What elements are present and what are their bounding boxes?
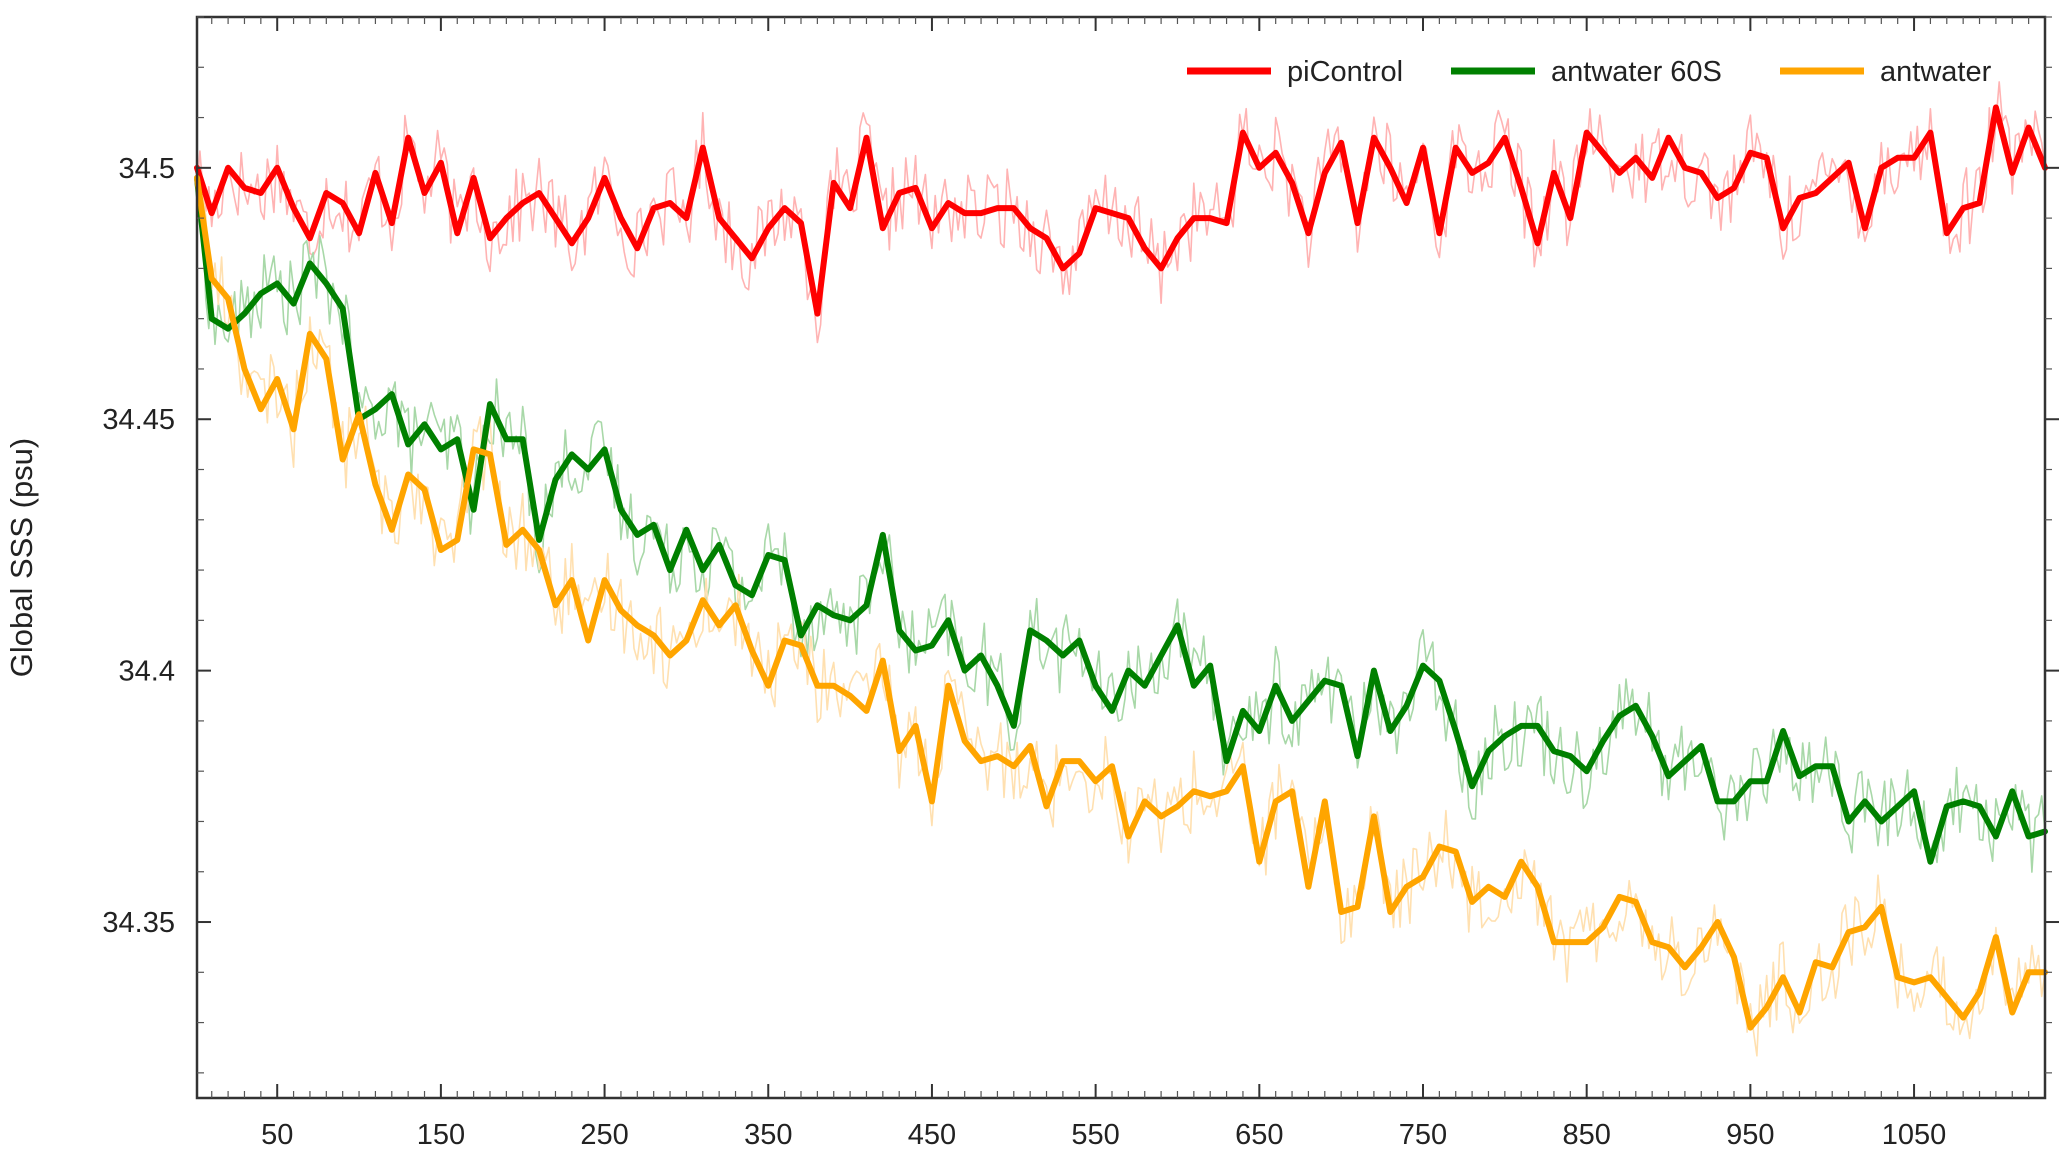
series-faint-antwater-60s [196, 166, 2046, 873]
plot-frame [195, 15, 2047, 1100]
y-tick-label: 34.5 [119, 153, 175, 185]
x-tick-label: 450 [908, 1119, 956, 1151]
legend-label-antwater-60s: antwater 60S [1551, 56, 1722, 88]
x-tick-label: 550 [1071, 1119, 1119, 1151]
legend-label-picontrol: piControl [1287, 56, 1403, 88]
x-tick-label: 50 [261, 1119, 293, 1151]
x-tick-label: 750 [1399, 1119, 1447, 1151]
y-axis-label: Global SSS (psu) [4, 438, 39, 678]
series-layer [194, 104, 2048, 1031]
y-tick-label: 34.4 [119, 656, 175, 688]
y-tick-label: 34.35 [102, 907, 175, 939]
legend: piControl antwater 60S antwater [1187, 56, 1992, 88]
series-line-picontrol [194, 104, 2048, 317]
series-line-antwater-60s [194, 174, 2048, 865]
x-tick-label: 650 [1235, 1119, 1283, 1151]
series-faint-antwater [196, 192, 2046, 1057]
faint-series-layer [196, 81, 2046, 1057]
ticks-layer: 50 150 250 350 450 550 650 750 850 950 1050 34.35 34… [102, 16, 2059, 1151]
series-faint-picontrol [196, 81, 2046, 344]
x-tick-label: 1050 [1882, 1119, 1947, 1151]
x-tick-label: 150 [417, 1119, 465, 1151]
x-tick-label: 850 [1562, 1119, 1610, 1151]
legend-label-antwater: antwater [1880, 56, 1992, 88]
x-tick-label: 250 [580, 1119, 628, 1151]
x-tick-label: 350 [744, 1119, 792, 1151]
y-tick-label: 34.45 [102, 404, 175, 436]
x-tick-label: 950 [1726, 1119, 1774, 1151]
series-line-antwater [194, 174, 2048, 1031]
